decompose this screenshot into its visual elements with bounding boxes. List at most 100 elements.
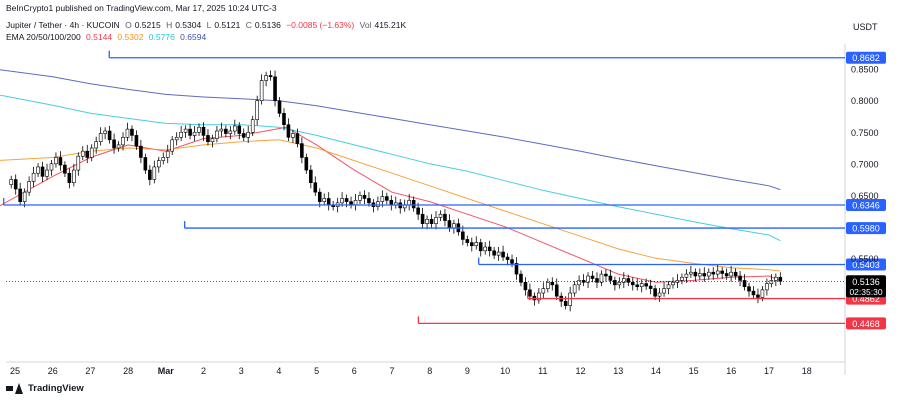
candle-body xyxy=(170,139,175,152)
candle-body xyxy=(617,282,622,286)
candle-body xyxy=(121,137,125,146)
candle-body xyxy=(554,284,559,297)
candle-body xyxy=(268,75,273,78)
candle-body xyxy=(751,290,756,296)
x-tick-label: 28 xyxy=(123,366,133,376)
candle-body xyxy=(586,275,590,283)
level-label: 0.5403 xyxy=(852,260,880,270)
candle-body xyxy=(143,157,148,171)
candle-body xyxy=(474,242,479,247)
candle-body xyxy=(662,288,666,294)
candle-body xyxy=(27,181,31,193)
candle-body xyxy=(197,126,201,133)
open-value: 0.5215 xyxy=(134,20,161,30)
x-tick-label: 14 xyxy=(651,366,661,376)
candle-body xyxy=(563,300,568,306)
candle-body xyxy=(778,276,783,282)
candle-body xyxy=(483,246,487,252)
candle-body xyxy=(604,273,608,277)
y-tick-label: 0.8000 xyxy=(851,96,879,106)
candle-body xyxy=(112,139,116,149)
candle-body xyxy=(420,213,425,224)
candle-body xyxy=(429,218,434,224)
candle-body xyxy=(210,138,215,143)
candle-body xyxy=(733,271,738,277)
y-tick-label: 0.7000 xyxy=(851,159,879,169)
candle-body xyxy=(447,220,452,229)
candle-body xyxy=(765,283,769,291)
candle-body xyxy=(273,76,277,102)
level-label: 0.8682 xyxy=(852,53,880,63)
candle-body xyxy=(644,283,648,287)
x-tick-label: 10 xyxy=(500,366,510,376)
candle-body xyxy=(698,273,702,277)
candle-body xyxy=(367,198,371,204)
level-tag-0.5403 xyxy=(846,258,886,271)
high-value: 0.5304 xyxy=(175,20,202,30)
candle-body xyxy=(622,278,626,283)
last-price-tag xyxy=(846,275,886,298)
x-tick-label: 3 xyxy=(239,366,244,376)
symbol-title[interactable]: Jupiter / Tether · 4h · KUCOIN xyxy=(6,20,120,30)
x-tick-label: 16 xyxy=(726,366,736,376)
candle-body xyxy=(228,130,233,134)
candle-body xyxy=(385,196,389,201)
ema50-value: 0.5302 xyxy=(117,32,144,42)
candle-body xyxy=(648,285,653,289)
candle-body xyxy=(237,125,242,134)
ema20-value: 0.5144 xyxy=(86,32,113,42)
candle-body xyxy=(36,166,40,174)
x-tick-label: 13 xyxy=(613,366,623,376)
candle-body xyxy=(613,280,617,286)
candle-body xyxy=(232,125,237,132)
candle-body xyxy=(425,218,429,224)
x-tick-label: 17 xyxy=(764,366,774,376)
x-tick-label: Mar xyxy=(158,366,175,376)
ema-title[interactable]: EMA 20/50/100/200 xyxy=(6,32,81,42)
candle-body xyxy=(165,150,170,158)
change-value: −0.0085 (−1.63%) xyxy=(286,20,355,30)
candle-body xyxy=(756,294,760,298)
candle-body xyxy=(174,137,179,141)
candle-body xyxy=(344,198,349,202)
candle-body xyxy=(653,288,657,297)
candle-body xyxy=(130,128,134,136)
x-tick-label: 12 xyxy=(575,366,585,376)
candle-body xyxy=(376,201,380,207)
candle-body xyxy=(125,128,130,138)
close-label: C xyxy=(245,20,252,30)
candle-body xyxy=(179,131,183,138)
candle-body xyxy=(76,155,81,171)
candle-body xyxy=(152,166,157,180)
publish-text: BeInCrypto1 published on TradingView.com… xyxy=(6,3,277,13)
level-label: 0.4862 xyxy=(852,294,880,304)
candle-body xyxy=(595,278,599,283)
candle-body xyxy=(501,251,505,258)
candle-body xyxy=(201,126,206,136)
x-tick-label: 9 xyxy=(465,366,470,376)
candle-body xyxy=(13,179,18,190)
candle-body xyxy=(438,213,443,218)
candle-body xyxy=(358,195,362,201)
candle-body xyxy=(148,169,152,180)
candle-body xyxy=(434,217,438,224)
candle-body xyxy=(309,169,313,183)
x-tick-label: 2 xyxy=(201,366,206,376)
candle-body xyxy=(514,263,519,275)
publish-caption: BeInCrypto1 published on TradingView.com… xyxy=(6,3,280,13)
candle-body xyxy=(747,286,751,292)
candle-body xyxy=(411,200,416,209)
candle-body xyxy=(300,143,304,158)
x-tick-label: 15 xyxy=(689,366,699,376)
candle-body xyxy=(550,282,555,286)
candle-body xyxy=(58,157,63,166)
y-tick-label: 0.5500 xyxy=(851,254,879,264)
candle-body xyxy=(680,276,684,281)
ema100-value: 0.5776 xyxy=(148,32,175,42)
x-tick-label: 18 xyxy=(802,366,812,376)
candle-body xyxy=(94,141,98,149)
candle-body xyxy=(572,284,577,294)
y-tick-label: 0.6500 xyxy=(851,191,879,201)
